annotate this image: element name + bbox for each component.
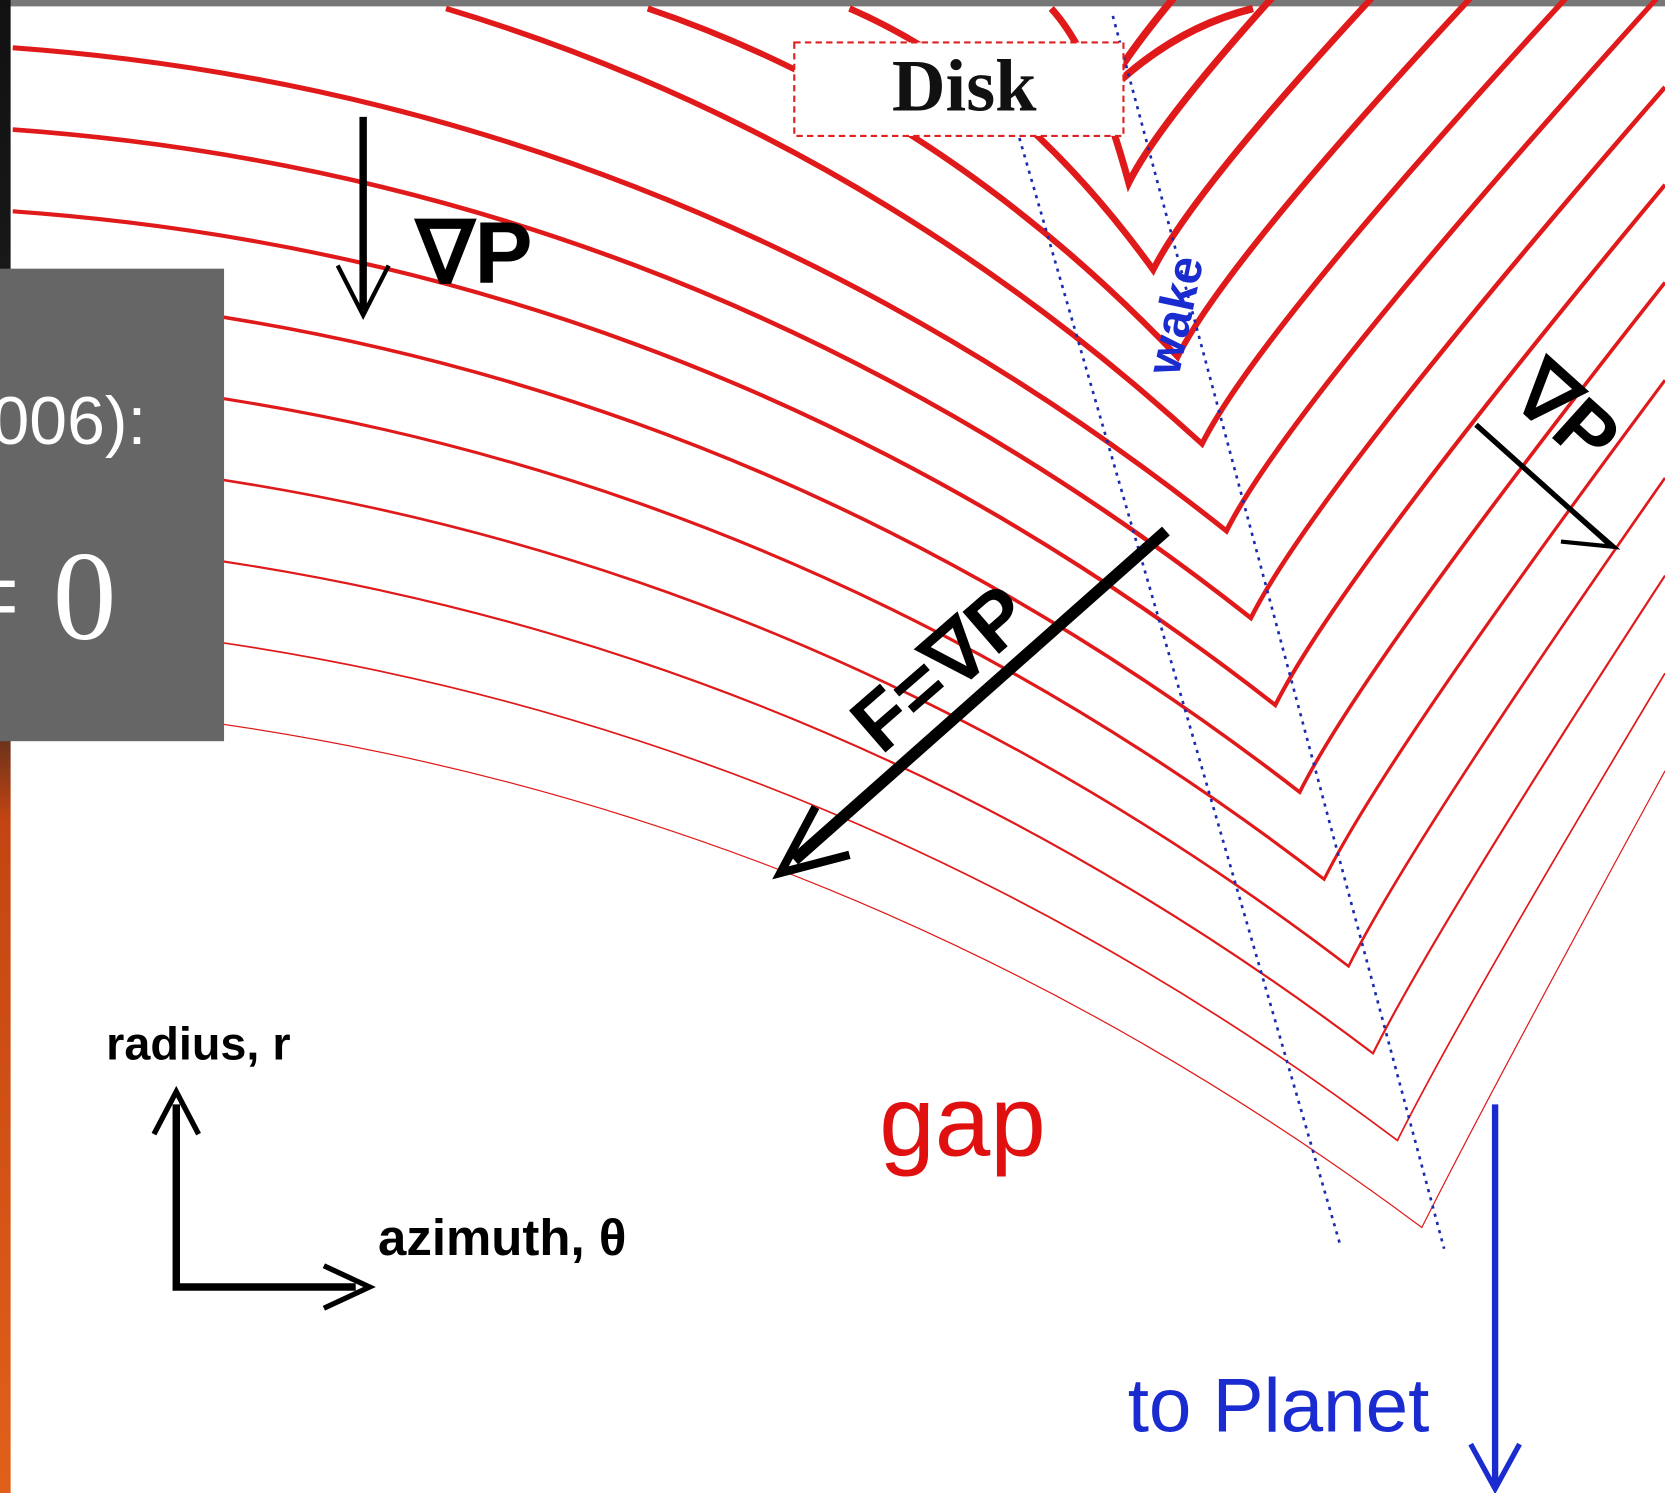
overlay-text: 006): [0,383,146,459]
overlay-box [0,269,224,742]
disk-label: Disk [892,45,1037,127]
gap-label: gap [879,1066,1046,1177]
axis-label: azimuth, θ [378,1209,626,1266]
slide: Disk ∇P wake ∇P F=∇P radius, r azimuth, … [0,0,1665,1493]
overlay-text: = 0 [0,525,116,667]
top-bar [0,0,1665,6]
slide-edge [0,0,11,1493]
axis-label: radius, r [106,1018,290,1070]
planet-label: to Planet [1128,1363,1430,1448]
label: ∇P [413,204,532,301]
background [0,0,1665,1493]
